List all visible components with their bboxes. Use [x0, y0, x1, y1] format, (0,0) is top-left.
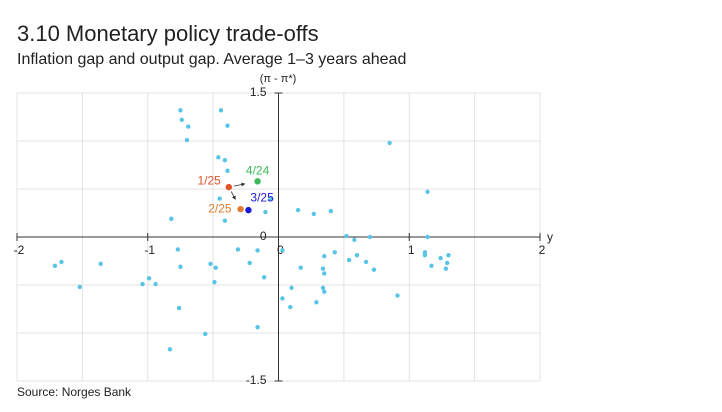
x-tick-label: 1 [408, 243, 415, 257]
point [438, 255, 443, 261]
point [295, 207, 301, 213]
point [363, 259, 369, 265]
point [288, 304, 293, 310]
point [167, 347, 173, 352]
point [222, 218, 228, 223]
point [77, 284, 82, 290]
point [289, 285, 294, 291]
y-axis-label: (π - π*) [260, 73, 297, 85]
arrow [233, 182, 246, 187]
point [146, 276, 152, 281]
point [255, 325, 260, 330]
point [320, 266, 326, 271]
point [395, 293, 400, 298]
point [176, 305, 182, 311]
point [52, 263, 58, 268]
highlight-point [237, 205, 244, 213]
point [425, 234, 430, 240]
y-tick-label: -1.5 [246, 373, 267, 387]
point [352, 237, 357, 243]
x-axis-label: y [547, 230, 553, 244]
point [261, 275, 267, 280]
highlight-point [225, 183, 233, 191]
point [169, 216, 174, 221]
highlight-point [245, 206, 252, 214]
point [367, 234, 373, 240]
chart-subtitle: Inflation gap and output gap. Average 1–… [17, 51, 406, 68]
point [387, 140, 392, 146]
point-label: 1/25 [197, 173, 221, 187]
source: Source: Norges Bank [17, 385, 132, 399]
point [446, 253, 451, 258]
arrow [230, 191, 236, 200]
point [320, 285, 326, 291]
point [222, 158, 228, 163]
y-tick-label: 1.5 [250, 85, 267, 99]
x-tick-label: 2 [539, 243, 546, 257]
point [268, 196, 273, 201]
point [429, 263, 434, 268]
point [322, 289, 327, 294]
point [178, 264, 183, 269]
point [255, 248, 260, 253]
point [186, 124, 191, 129]
point-label: 3/25 [250, 190, 274, 204]
point [203, 331, 208, 337]
point [218, 108, 224, 113]
point [153, 281, 158, 287]
point [280, 296, 285, 301]
point [225, 123, 230, 128]
point [371, 267, 377, 272]
point [346, 257, 352, 263]
point [332, 250, 337, 255]
point [443, 266, 449, 271]
point [425, 189, 430, 195]
point-label: 4/24 [246, 163, 270, 177]
point [311, 211, 317, 217]
point [322, 254, 327, 259]
point-label: 2/25 [208, 201, 232, 215]
point [140, 281, 145, 287]
chart-title: 3.10 Monetary policy trade-offs [17, 21, 319, 46]
point [208, 261, 213, 267]
point [322, 271, 327, 276]
point [225, 168, 230, 173]
point [212, 279, 217, 285]
point [280, 248, 285, 253]
point [217, 196, 222, 201]
x-tick-label: -1 [144, 243, 155, 257]
point [328, 208, 333, 214]
point [235, 247, 241, 252]
point [422, 253, 428, 258]
y-tick-label: 0 [260, 229, 267, 243]
point [59, 259, 64, 265]
point [263, 209, 268, 215]
point [298, 265, 303, 270]
point [213, 265, 218, 270]
x-tick-label: -2 [14, 243, 25, 257]
point [98, 261, 103, 267]
point [314, 300, 319, 305]
point [175, 247, 181, 252]
point [179, 117, 184, 123]
highlight-point [254, 178, 261, 185]
point [178, 108, 183, 113]
point [444, 260, 450, 266]
point [247, 260, 252, 266]
point [344, 233, 349, 239]
point [184, 137, 190, 143]
point [216, 155, 221, 160]
point [354, 253, 360, 258]
